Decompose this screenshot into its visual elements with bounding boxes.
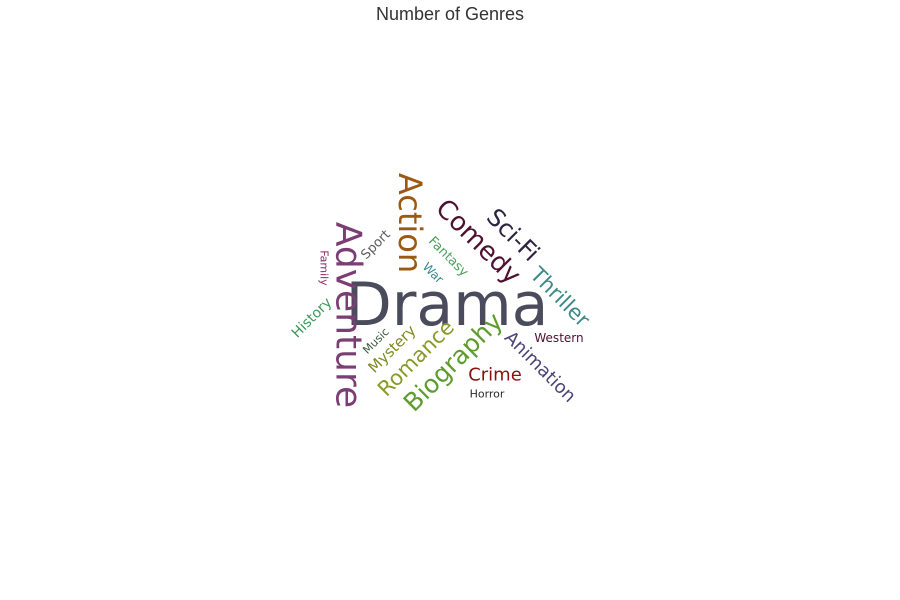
word-action: Action <box>391 173 429 273</box>
word-crime: Crime <box>468 365 522 386</box>
word-family: Family <box>318 250 331 286</box>
chart-title: Number of Genres <box>375 4 525 24</box>
word-adventure: Adventure <box>328 222 369 408</box>
word-western: Western <box>534 331 583 345</box>
word-drama: Drama <box>346 270 549 340</box>
word-horror: Horror <box>470 388 505 401</box>
